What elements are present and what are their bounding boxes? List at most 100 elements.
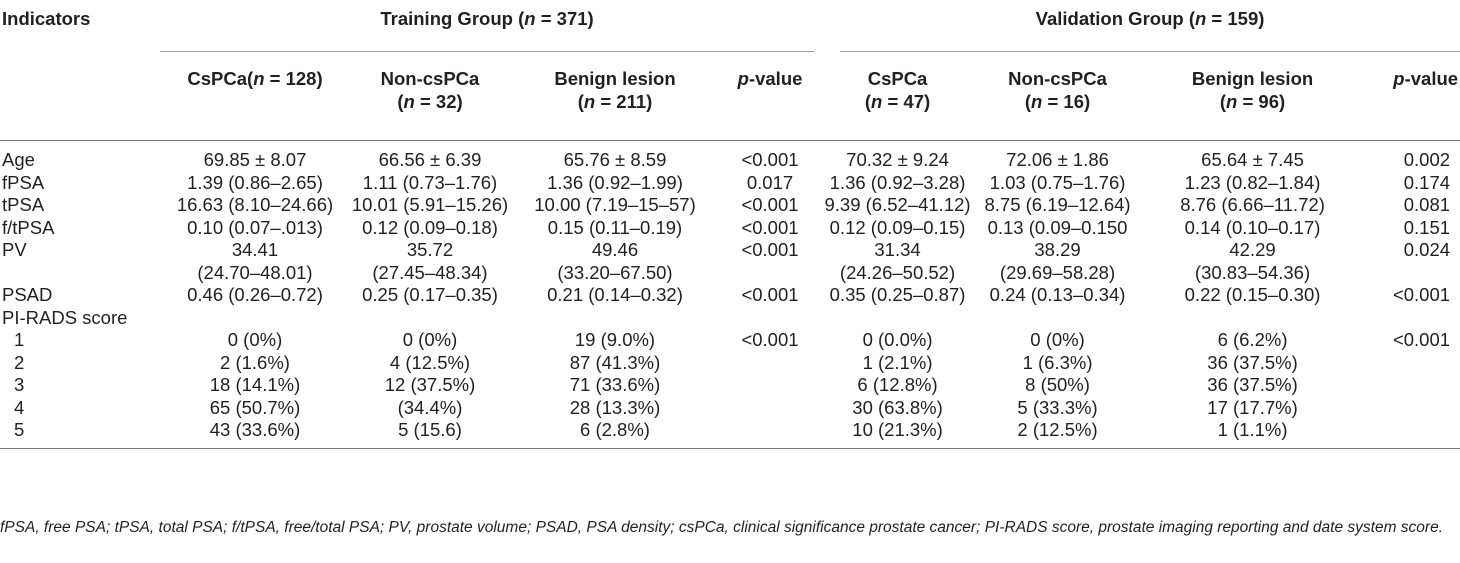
table-cell: 65.64 ± 7.45 [1201, 149, 1304, 170]
table-cell [1365, 307, 1460, 330]
table-cell: <0.001 [741, 194, 799, 215]
table-cell [820, 307, 975, 330]
row-label: 1 [14, 329, 25, 350]
row-label: f/tPSA [2, 216, 55, 238]
table-cell: 12 (37.5%) [384, 374, 476, 395]
table-cell: 6 (6.2%) [1217, 329, 1288, 350]
table-cell: 0.13 (0.09–0.150 [987, 216, 1128, 238]
table-cell: 49.46 [591, 239, 639, 260]
table-cell: 0.24 (0.13–0.34) [989, 284, 1126, 305]
table-cell: 0 (0%) [227, 329, 283, 350]
table-cell: 16.63 (8.10–24.66) [176, 194, 334, 215]
table-cell: 10 (21.3%) [820, 419, 976, 449]
table-cell: 0.25 (0.17–0.35) [362, 284, 498, 305]
table-cell: <0.001 [741, 284, 799, 305]
table-row: (24.70–48.01) (27.45–48.34) (33.20–67.50) (… [0, 262, 1460, 285]
table-cell: 1.36 (0.92–3.28) [829, 171, 966, 193]
table-cell: 36 (37.5%) [1207, 374, 1298, 395]
table-cell: 17 (17.7%) [1207, 396, 1298, 418]
table-cell: 35.72 [406, 239, 454, 260]
table-cell [975, 307, 1140, 330]
table-cell: 0.12 (0.09–0.15) [829, 216, 966, 238]
table-cell: (24.26–50.52) [839, 261, 956, 283]
table-cell: 1.03 (0.75–1.76) [989, 171, 1126, 193]
row-label: PSAD [2, 284, 53, 305]
row-label: fPSA [2, 171, 45, 193]
table-cell: 72.06 ± 1.86 [1006, 149, 1109, 170]
table-row: 3 18 (14.1%) 12 (37.5%) 71 (33.6%) 6 (12.8%)… [0, 374, 1460, 397]
table-cell: 2 (1.6%) [220, 351, 290, 373]
row-label [0, 262, 160, 285]
table-cell [720, 419, 821, 449]
table-cell: 0.002 [1403, 149, 1451, 170]
table-row: 4 65 (50.7%) (34.4%) 28 (13.3%) 30 (63.8%) 5 … [0, 397, 1460, 420]
table-cell: 0 (0.0%) [862, 329, 933, 350]
table-cell: 10.00 (7.19–15–57) [534, 194, 696, 215]
table-cell: 0.174 [1403, 171, 1451, 193]
table-cell: 4 (12.5%) [389, 351, 471, 373]
table-row: PV 34.41 35.72 49.46 <0.001 31.34 38.29 42.29 0.… [0, 239, 1460, 262]
row-label: PV [2, 239, 27, 260]
table-cell: 43 (33.6%) [160, 419, 350, 449]
table-row: PSAD 0.46 (0.26–0.72) 0.25 (0.17–0.35) 0.21… [0, 284, 1460, 307]
indicators-header: Indicators [2, 8, 91, 29]
table-row: Age 69.85 ± 8.07 66.56 ± 6.39 65.76 ± 8.59 <… [0, 141, 1460, 172]
table-cell: 0.35 (0.25–0.87) [829, 284, 966, 305]
table-cell: 6 (2.8%) [510, 419, 720, 449]
table-cell: (30.83–54.36) [1194, 261, 1311, 283]
table-cell: 10.01 (5.91–15.26) [351, 194, 509, 215]
col-header-training-pvalue: p-value [720, 58, 821, 141]
table-cell: <0.001 [741, 216, 799, 238]
table-cell: 8 (50%) [1025, 374, 1090, 395]
table-cell: 18 (14.1%) [209, 374, 301, 395]
table-row: 5 43 (33.6%) 5 (15.6) 6 (2.8%) 10 (21.3%) 2 (… [0, 419, 1460, 449]
col-header-training-benign: Benign lesion (n = 211) [510, 58, 720, 141]
table-cell [720, 262, 820, 285]
table-cell: 0.10 (0.07–.013) [187, 216, 323, 238]
table-footnote: fPSA, free PSA; tPSA, total PSA; f/tPSA,… [0, 519, 1444, 536]
row-label: 2 [14, 351, 25, 373]
table-cell: (33.20–67.50) [557, 261, 673, 283]
table-cell: 0.46 (0.26–0.72) [187, 284, 323, 305]
table-cell: 0.15 (0.11–0.19) [547, 216, 683, 238]
table-cell: 36 (37.5%) [1207, 351, 1298, 373]
table-cell: 34.41 [231, 239, 279, 260]
table-cell: 2 (12.5%) [975, 419, 1141, 449]
table-cell: <0.001 [1392, 329, 1451, 350]
table-cell [1365, 352, 1460, 375]
table-cell [160, 307, 350, 330]
training-group-header: Training Group (n = 371) [160, 0, 820, 58]
col-header-validation-cspca: CsPCa (n = 47) [820, 58, 976, 141]
col-header-training-noncspca: Non-csPCa (n = 32) [350, 58, 510, 141]
row-label: 4 [14, 396, 25, 418]
table-row: PI-RADS score [0, 307, 1460, 330]
row-label: tPSA [2, 194, 45, 215]
table-row: tPSA 16.63 (8.10–24.66) 10.01 (5.91–15.26)… [0, 194, 1460, 217]
table-cell: 28 (13.3%) [569, 396, 661, 418]
table-cell: 66.56 ± 6.39 [378, 149, 482, 170]
table-cell: 70.32 ± 9.24 [846, 149, 949, 170]
table-cell: (34.4%) [397, 396, 463, 418]
table-cell: 9.39 (6.52–41.12) [824, 194, 971, 215]
table-cell: 8.75 (6.19–12.64) [984, 194, 1131, 215]
table-cell: 0.081 [1403, 194, 1451, 215]
table-cell: 0.151 [1403, 216, 1451, 238]
table-cell: <0.001 [1392, 284, 1451, 305]
table-row: 2 2 (1.6%) 4 (12.5%) 87 (41.3%) 1 (2.1%) 1 (6… [0, 352, 1460, 375]
table-cell: 1.36 (0.92–1.99) [547, 171, 683, 193]
table-cell [1365, 374, 1460, 397]
table-cell: 1 (2.1%) [862, 351, 933, 373]
table-row: f/tPSA 0.10 (0.07–.013) 0.12 (0.09–0.18) 0.… [0, 217, 1460, 240]
row-label: 3 [14, 374, 25, 395]
row-label: 5 [0, 419, 160, 449]
table-cell: <0.001 [741, 149, 799, 170]
table-cell: 8.76 (6.66–11.72) [1180, 194, 1325, 215]
table-cell [720, 397, 820, 420]
table-cell: 0.12 (0.09–0.18) [362, 216, 498, 238]
table-cell: 0.22 (0.15–0.30) [1184, 284, 1321, 305]
table-cell [720, 352, 820, 375]
row-label: PI-RADS score [2, 306, 128, 328]
table-cell: 31.34 [874, 239, 921, 260]
table-cell: 38.29 [1034, 239, 1081, 260]
